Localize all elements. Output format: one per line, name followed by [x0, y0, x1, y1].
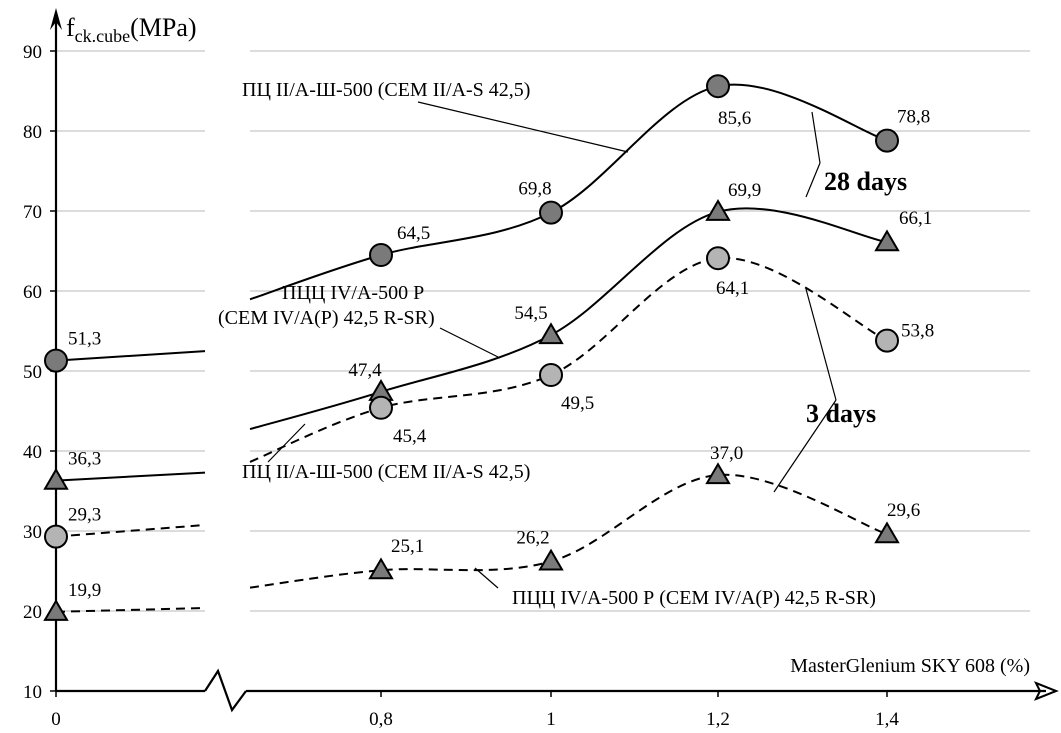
series-label: ПЦЦ IV/А-500 Р [282, 282, 424, 304]
leader-line [773, 399, 837, 493]
leader-lines [267, 101, 837, 589]
data-label: 53,8 [901, 321, 934, 342]
triangle-marker [874, 229, 900, 252]
series-label: ПЦ II/А-Ш-500 (CEM II/A-S 42,5) [242, 461, 530, 483]
x-tick-label: 0,8 [369, 709, 393, 730]
x-tick-label: 0 [51, 709, 61, 730]
data-label: 64,5 [397, 223, 430, 244]
x-tick-label: 1,4 [875, 709, 899, 730]
y-tick-label: 50 [23, 362, 42, 383]
x-axis-title: MasterGlenium SKY 608 (%) [790, 655, 1030, 677]
triangle-marker [538, 548, 564, 571]
circle-marker [706, 74, 730, 99]
series-line [55, 471, 206, 482]
grid [56, 50, 1030, 612]
data-label: 29,3 [68, 505, 101, 526]
leader-line [805, 288, 837, 401]
circle-marker [539, 363, 563, 387]
leader-line [805, 162, 821, 198]
circle-marker [706, 246, 730, 271]
circle-marker [539, 200, 563, 225]
series-label: ПЦЦ IV/А-500 Р (CEM IV/A(P) 42,5 R-SR) [512, 587, 876, 609]
data-label: 47,4 [348, 360, 382, 381]
circle-marker [875, 128, 899, 153]
series-line [55, 350, 206, 362]
y-tick-label: 70 [23, 202, 42, 223]
data-label: 64,1 [716, 278, 749, 299]
triangle-marker [538, 322, 564, 345]
series-line [249, 257, 888, 463]
y-axis-arrow [50, 8, 62, 30]
y-tick-label: 90 [23, 42, 42, 63]
circle-marker [369, 243, 393, 267]
data-label: 26,2 [516, 527, 549, 548]
markers [43, 74, 900, 621]
data-label: 78,8 [897, 107, 930, 128]
data-label: 29,6 [887, 500, 920, 521]
data-label: 37,0 [710, 443, 743, 464]
triangle-marker [874, 521, 900, 544]
circle-marker [369, 395, 393, 420]
curves [55, 83, 888, 613]
y-tick-label: 20 [23, 602, 42, 623]
data-label: 45,4 [393, 426, 427, 447]
circle-marker [44, 524, 68, 549]
data-label: 51,3 [68, 329, 101, 350]
series-line [249, 83, 888, 301]
series-label: ПЦ II/А-Ш-500 (CEM II/A-S 42,5) [242, 79, 530, 101]
triangle-marker [705, 462, 731, 485]
data-label: 66,1 [899, 208, 932, 229]
series-label: (CEM IV/A(P) 42,5 R-SR) [218, 307, 435, 329]
triangle-marker [43, 599, 69, 621]
series-line [249, 207, 888, 431]
age-label: 28 days [824, 167, 907, 196]
leader-line [474, 567, 499, 589]
triangle-marker [43, 467, 69, 490]
triangle-marker [368, 557, 394, 580]
x-tick-label: 1 [546, 709, 556, 730]
data-label: 69,8 [518, 179, 551, 200]
data-label: 69,9 [728, 180, 761, 201]
y-tick-label: 30 [23, 522, 42, 543]
leader-line [439, 327, 501, 359]
data-label: 25,1 [391, 536, 424, 557]
leader-line [417, 101, 629, 153]
data-label: 49,5 [561, 393, 594, 414]
y-tick-label: 10 [23, 682, 42, 703]
data-label: 36,3 [68, 449, 101, 470]
data-label: 85,6 [718, 108, 751, 129]
texts: 10 20 30 40 50 60 70 80 90 0 0,8 1 1,2 1,4 fck.cube(MP… [23, 13, 1030, 730]
series-line [55, 524, 206, 538]
age-label: 3 days [806, 399, 876, 428]
y-tick-label: 80 [23, 122, 42, 143]
series-line [55, 607, 206, 613]
x-axis-break [204, 668, 247, 713]
circle-marker [44, 348, 68, 373]
y-tick-label: 60 [23, 282, 42, 303]
y-axis-title: fck.cube(MPa) [66, 13, 197, 46]
x-tick-label: 1,2 [706, 709, 730, 730]
triangle-marker [705, 199, 731, 221]
leader-line [267, 423, 306, 463]
leader-line [811, 111, 821, 164]
data-label: 54,5 [514, 303, 547, 324]
y-tick-label: 40 [23, 442, 42, 463]
x-axis-arrow [1035, 682, 1059, 700]
circle-marker [875, 328, 899, 353]
data-label: 19,9 [68, 580, 101, 601]
